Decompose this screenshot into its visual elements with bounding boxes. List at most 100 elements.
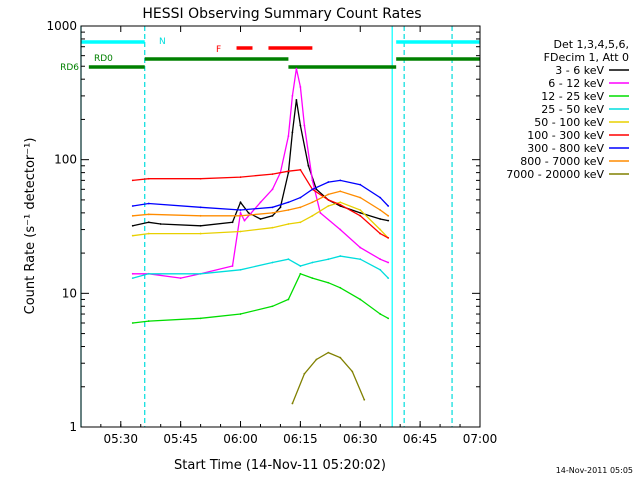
data-point (359, 209, 362, 211)
data-point (327, 193, 330, 196)
data-point (339, 201, 342, 204)
data-point (315, 358, 318, 361)
legend-entry-label: 50 - 100 keV (534, 116, 604, 129)
data-point (299, 206, 302, 209)
data-point (199, 232, 202, 235)
data-point (299, 86, 302, 88)
data-point (199, 206, 202, 209)
data-point (131, 179, 134, 182)
data-point (239, 209, 242, 211)
data-point (199, 317, 202, 320)
data-point (379, 232, 382, 235)
data-point (271, 305, 274, 308)
data-point (299, 196, 302, 199)
data-point (339, 228, 342, 231)
annotation-label: N (159, 37, 166, 47)
data-point (243, 219, 246, 222)
data-point (271, 211, 274, 214)
data-point (131, 322, 134, 324)
data-point (271, 261, 274, 264)
legend-header: Det 1,3,4,5,6, (553, 38, 629, 51)
data-point (387, 277, 390, 280)
data-point (311, 277, 314, 280)
data-point (239, 313, 242, 315)
data-point (239, 214, 242, 217)
data-point (359, 246, 362, 249)
footer-date: 14-Nov-2011 05:05 (556, 466, 633, 475)
state-bars (81, 40, 480, 69)
data-point (147, 213, 150, 216)
data-point (379, 209, 382, 211)
data-point (131, 277, 134, 280)
data-point (387, 261, 390, 264)
data-point (359, 214, 362, 217)
data-point (287, 171, 290, 174)
data-point (239, 176, 242, 179)
data-point (239, 268, 242, 271)
data-point (387, 219, 390, 222)
data-point (295, 67, 298, 70)
x-tick-label: 06:15 (283, 432, 318, 446)
data-point (291, 131, 294, 134)
data-point (287, 135, 290, 138)
data-point (231, 265, 234, 267)
data-point (131, 214, 134, 217)
data-point (311, 214, 314, 217)
data-point (299, 265, 302, 267)
data-point (147, 202, 150, 205)
data-point (387, 317, 390, 320)
data-point (339, 179, 342, 182)
data-point (131, 224, 134, 227)
data-point (363, 398, 366, 401)
data-point (379, 258, 382, 261)
data-point (299, 168, 302, 171)
data-point (311, 188, 314, 191)
y-axis-label: Count Rate (s⁻¹ detector⁻¹) (23, 138, 38, 315)
data-point (307, 164, 310, 167)
data-point (319, 211, 322, 214)
annotation-label: RD0 (94, 54, 113, 64)
data-point (287, 170, 290, 173)
data-point (359, 196, 362, 199)
axes: 05:30 05:45 06:00 06:15 06:30 06:45 07:00 1 10 10… (46, 19, 497, 446)
data-point (379, 313, 382, 315)
legend-entry-label: 25 - 50 keV (541, 103, 604, 116)
data-point (339, 190, 342, 193)
data-point (327, 205, 330, 207)
data-point (327, 351, 330, 354)
data-point (279, 206, 282, 209)
legend-header: FDecim 1, Att 0 (544, 51, 629, 64)
data-point (327, 181, 330, 183)
data-point (387, 236, 390, 239)
data-point (379, 218, 382, 220)
y-tick-label: 1000 (46, 19, 77, 33)
data-point (247, 211, 250, 214)
data-point (271, 214, 274, 217)
data-point (359, 258, 362, 261)
x-tick-label: 05:45 (163, 432, 198, 446)
legend-entry-label: 300 - 800 keV (527, 142, 604, 155)
data-point (299, 221, 302, 224)
x-tick-label: 05:30 (103, 432, 138, 446)
data-point (287, 209, 290, 211)
data-point (311, 201, 314, 204)
x-tick-label: 06:30 (343, 432, 378, 446)
data-point (359, 211, 362, 214)
legend-entry-label: 7000 - 20000 keV (506, 168, 604, 181)
annotation-label: RD6 (60, 63, 79, 73)
data-point (291, 94, 294, 97)
series-lines (131, 67, 390, 405)
x-axis-label: Start Time (14-Nov-11 05:20:02) (174, 458, 386, 473)
data-point (199, 224, 202, 227)
data-point (291, 402, 294, 405)
data-point (327, 281, 330, 284)
y-tick-label: 100 (54, 153, 77, 167)
data-point (299, 124, 302, 127)
data-point (359, 183, 362, 186)
data-point (327, 258, 330, 261)
data-point (239, 211, 242, 214)
data-point (131, 205, 134, 207)
legend-entry-label: 800 - 7000 keV (520, 155, 604, 168)
data-point (131, 234, 134, 237)
